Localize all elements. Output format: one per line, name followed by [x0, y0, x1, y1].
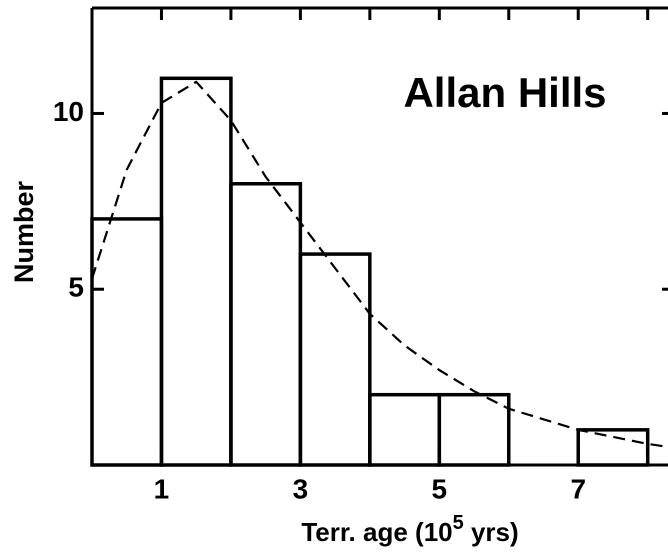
y-tick-label: 10 — [53, 96, 84, 127]
x-axis-label: Terr. age (105 yrs) — [301, 512, 518, 547]
bar — [159, 76, 233, 467]
bar — [368, 392, 442, 467]
bar — [298, 252, 372, 467]
fit-curve — [90, 80, 668, 448]
x-tick-label: 3 — [293, 473, 309, 504]
x-tick-label: 7 — [570, 473, 586, 504]
bar — [576, 428, 650, 467]
y-tick-label: 5 — [68, 272, 84, 303]
x-axis-label-part: Terr. age (10 — [301, 517, 452, 547]
x-axis-label-sup: 5 — [453, 512, 464, 534]
x-tick-label: 5 — [432, 473, 448, 504]
annotation: Allan Hills — [403, 69, 606, 116]
x-tick-label: 1 — [154, 473, 170, 504]
y-axis-label: Number — [9, 181, 39, 284]
x-axis-label-part: yrs) — [464, 517, 519, 547]
bar — [90, 217, 164, 467]
bar — [229, 182, 303, 467]
bar — [437, 392, 511, 467]
